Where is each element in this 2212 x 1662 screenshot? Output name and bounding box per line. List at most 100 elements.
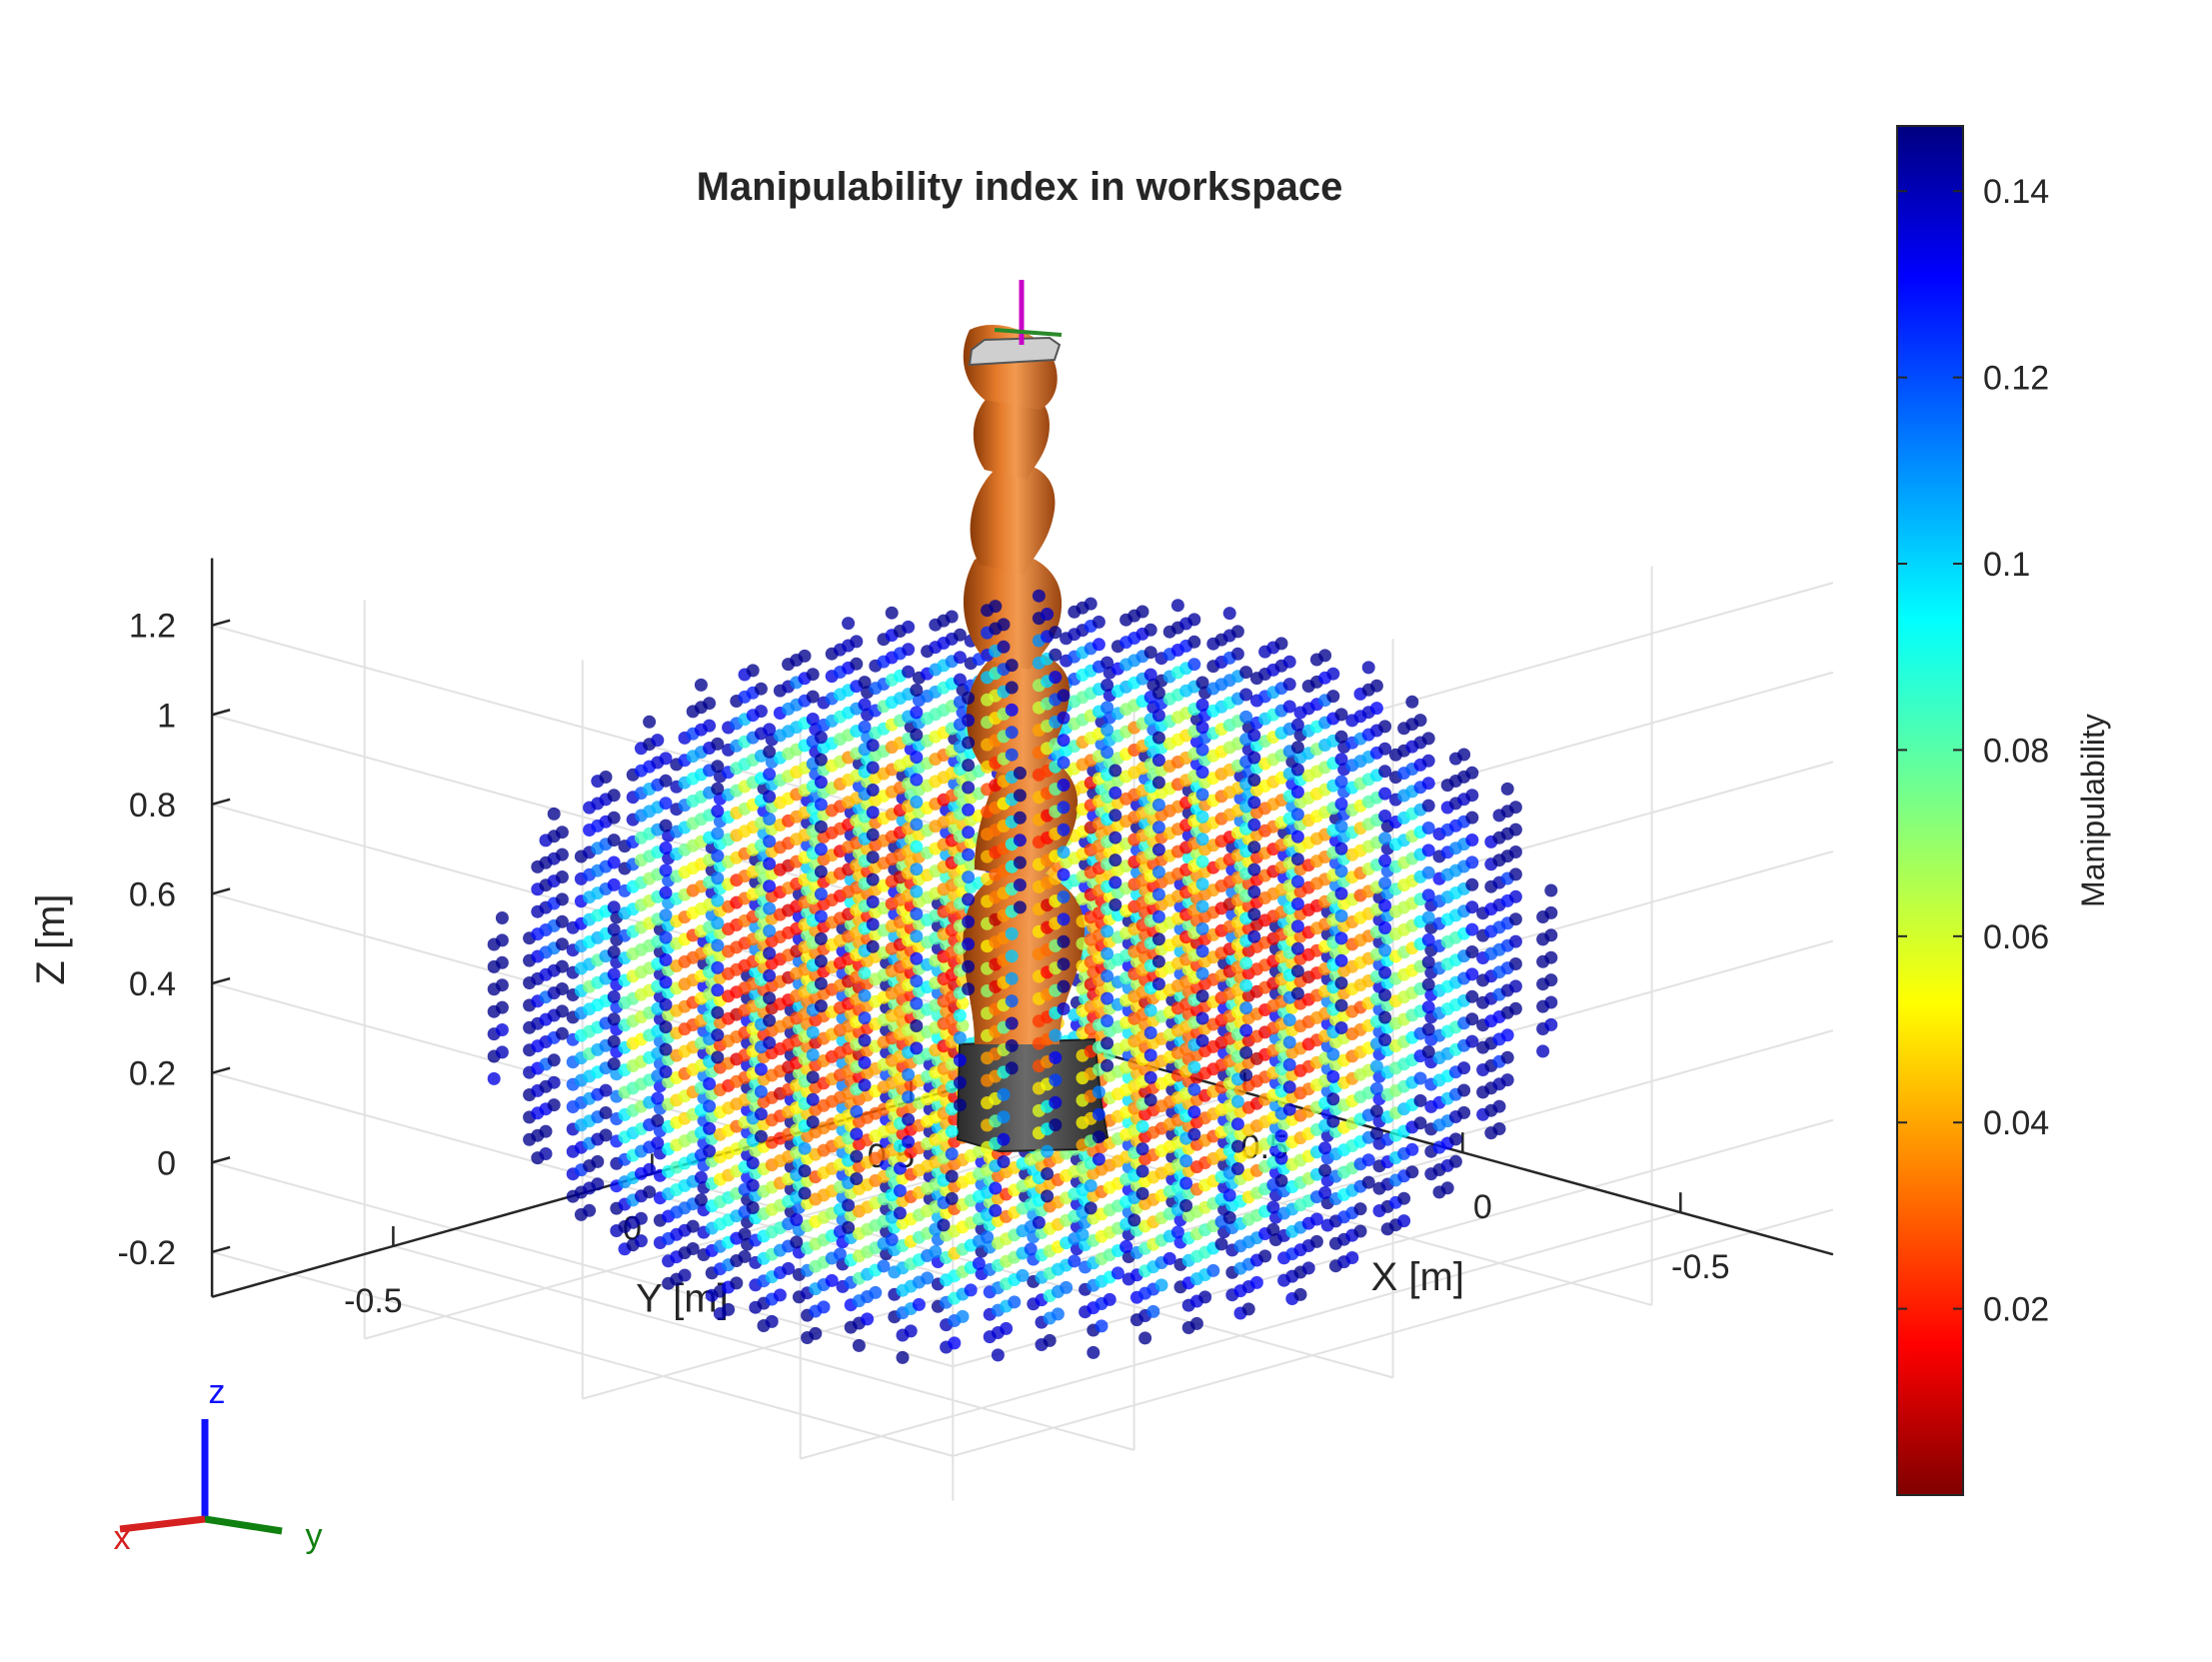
data-point — [763, 834, 777, 848]
data-point — [1465, 967, 1479, 981]
data-point — [1138, 1331, 1152, 1345]
data-point — [1041, 1189, 1055, 1203]
data-point — [1318, 1141, 1332, 1155]
data-point — [1151, 909, 1165, 923]
data-point — [1005, 926, 1019, 940]
data-point — [1049, 1050, 1063, 1064]
data-point — [591, 1177, 605, 1191]
data-point — [1146, 1304, 1160, 1318]
data-point — [495, 1045, 509, 1059]
data-point — [1101, 679, 1114, 692]
y-tick-label: -0.5 — [344, 1282, 403, 1320]
colorbar-tick-label: 0.08 — [1983, 732, 2049, 770]
data-point — [910, 728, 924, 742]
data-point — [607, 1034, 621, 1048]
data-point — [1369, 1081, 1383, 1095]
data-point — [858, 1011, 872, 1025]
data-point — [1041, 1167, 1055, 1180]
data-point — [1043, 1333, 1057, 1347]
data-point — [1241, 1302, 1255, 1316]
z-tick-label: 1 — [157, 697, 176, 735]
data-point — [711, 871, 725, 885]
data-point — [763, 813, 777, 826]
data-point — [1151, 754, 1165, 768]
z-axis-label: Z [m] — [29, 894, 73, 985]
data-point — [599, 771, 613, 784]
data-point — [945, 610, 959, 624]
data-point — [1378, 876, 1392, 890]
data-point — [945, 1191, 959, 1205]
data-point — [858, 966, 872, 980]
data-point — [866, 784, 880, 797]
triad-y-axis — [204, 1515, 283, 1535]
data-point — [651, 734, 665, 748]
data-point — [1290, 741, 1304, 755]
data-point — [1092, 638, 1106, 652]
data-point — [1421, 955, 1435, 969]
data-point — [1369, 679, 1383, 693]
data-point — [814, 731, 828, 745]
data-point — [763, 991, 777, 1005]
data-point — [1247, 862, 1261, 876]
data-point — [989, 1203, 1003, 1217]
data-point — [1049, 1028, 1063, 1042]
data-point — [1508, 1001, 1522, 1015]
data-point — [885, 1232, 899, 1246]
data-point — [1049, 648, 1063, 662]
data-point — [1187, 1082, 1201, 1096]
data-point — [711, 1050, 725, 1064]
data-point — [746, 1178, 760, 1192]
data-point — [1214, 1237, 1228, 1251]
data-point — [962, 982, 976, 996]
data-point — [1544, 928, 1558, 942]
data-point — [1326, 1069, 1340, 1083]
data-point — [866, 850, 880, 864]
data-point — [1143, 1003, 1157, 1017]
data-point — [1057, 867, 1071, 881]
data-point — [607, 811, 621, 825]
data-point — [659, 997, 673, 1011]
data-point — [634, 1234, 648, 1248]
data-point — [1195, 989, 1209, 1003]
x-tick-label: 0 — [1473, 1188, 1492, 1226]
data-point — [1127, 1213, 1141, 1227]
data-point — [866, 806, 880, 820]
data-point — [1334, 976, 1348, 990]
data-point — [989, 600, 1003, 614]
data-point — [1274, 1129, 1288, 1143]
data-point — [902, 1112, 916, 1126]
data-point — [850, 1127, 864, 1141]
data-point — [1448, 1132, 1462, 1146]
data-point — [711, 916, 725, 930]
data-point — [1005, 1038, 1019, 1052]
data-point — [1005, 994, 1019, 1008]
data-point — [773, 1288, 787, 1302]
data-point — [495, 955, 509, 969]
data-point — [1108, 809, 1122, 823]
data-point — [1290, 897, 1304, 910]
data-point — [1378, 853, 1392, 867]
data-point — [1187, 1127, 1201, 1141]
data-point — [1369, 1126, 1383, 1140]
data-point — [1318, 1186, 1332, 1199]
data-point — [1101, 946, 1114, 960]
data-point — [962, 937, 976, 951]
data-point — [1230, 1117, 1244, 1131]
data-point — [1440, 1181, 1454, 1195]
data-point — [1239, 1045, 1253, 1059]
data-point — [694, 1170, 708, 1184]
data-point — [1326, 1092, 1340, 1106]
data-point — [763, 1013, 777, 1027]
data-point — [1247, 796, 1261, 810]
data-point — [1500, 1050, 1514, 1064]
data-point — [1421, 933, 1435, 946]
robot-link-5 — [970, 464, 1056, 575]
data-point — [866, 895, 880, 908]
data-point — [902, 1067, 916, 1081]
data-point — [659, 1065, 673, 1078]
data-point — [1326, 1114, 1340, 1128]
data-point — [1108, 831, 1122, 844]
data-point — [1013, 767, 1027, 780]
data-point — [997, 1155, 1011, 1168]
data-point — [1334, 820, 1348, 833]
